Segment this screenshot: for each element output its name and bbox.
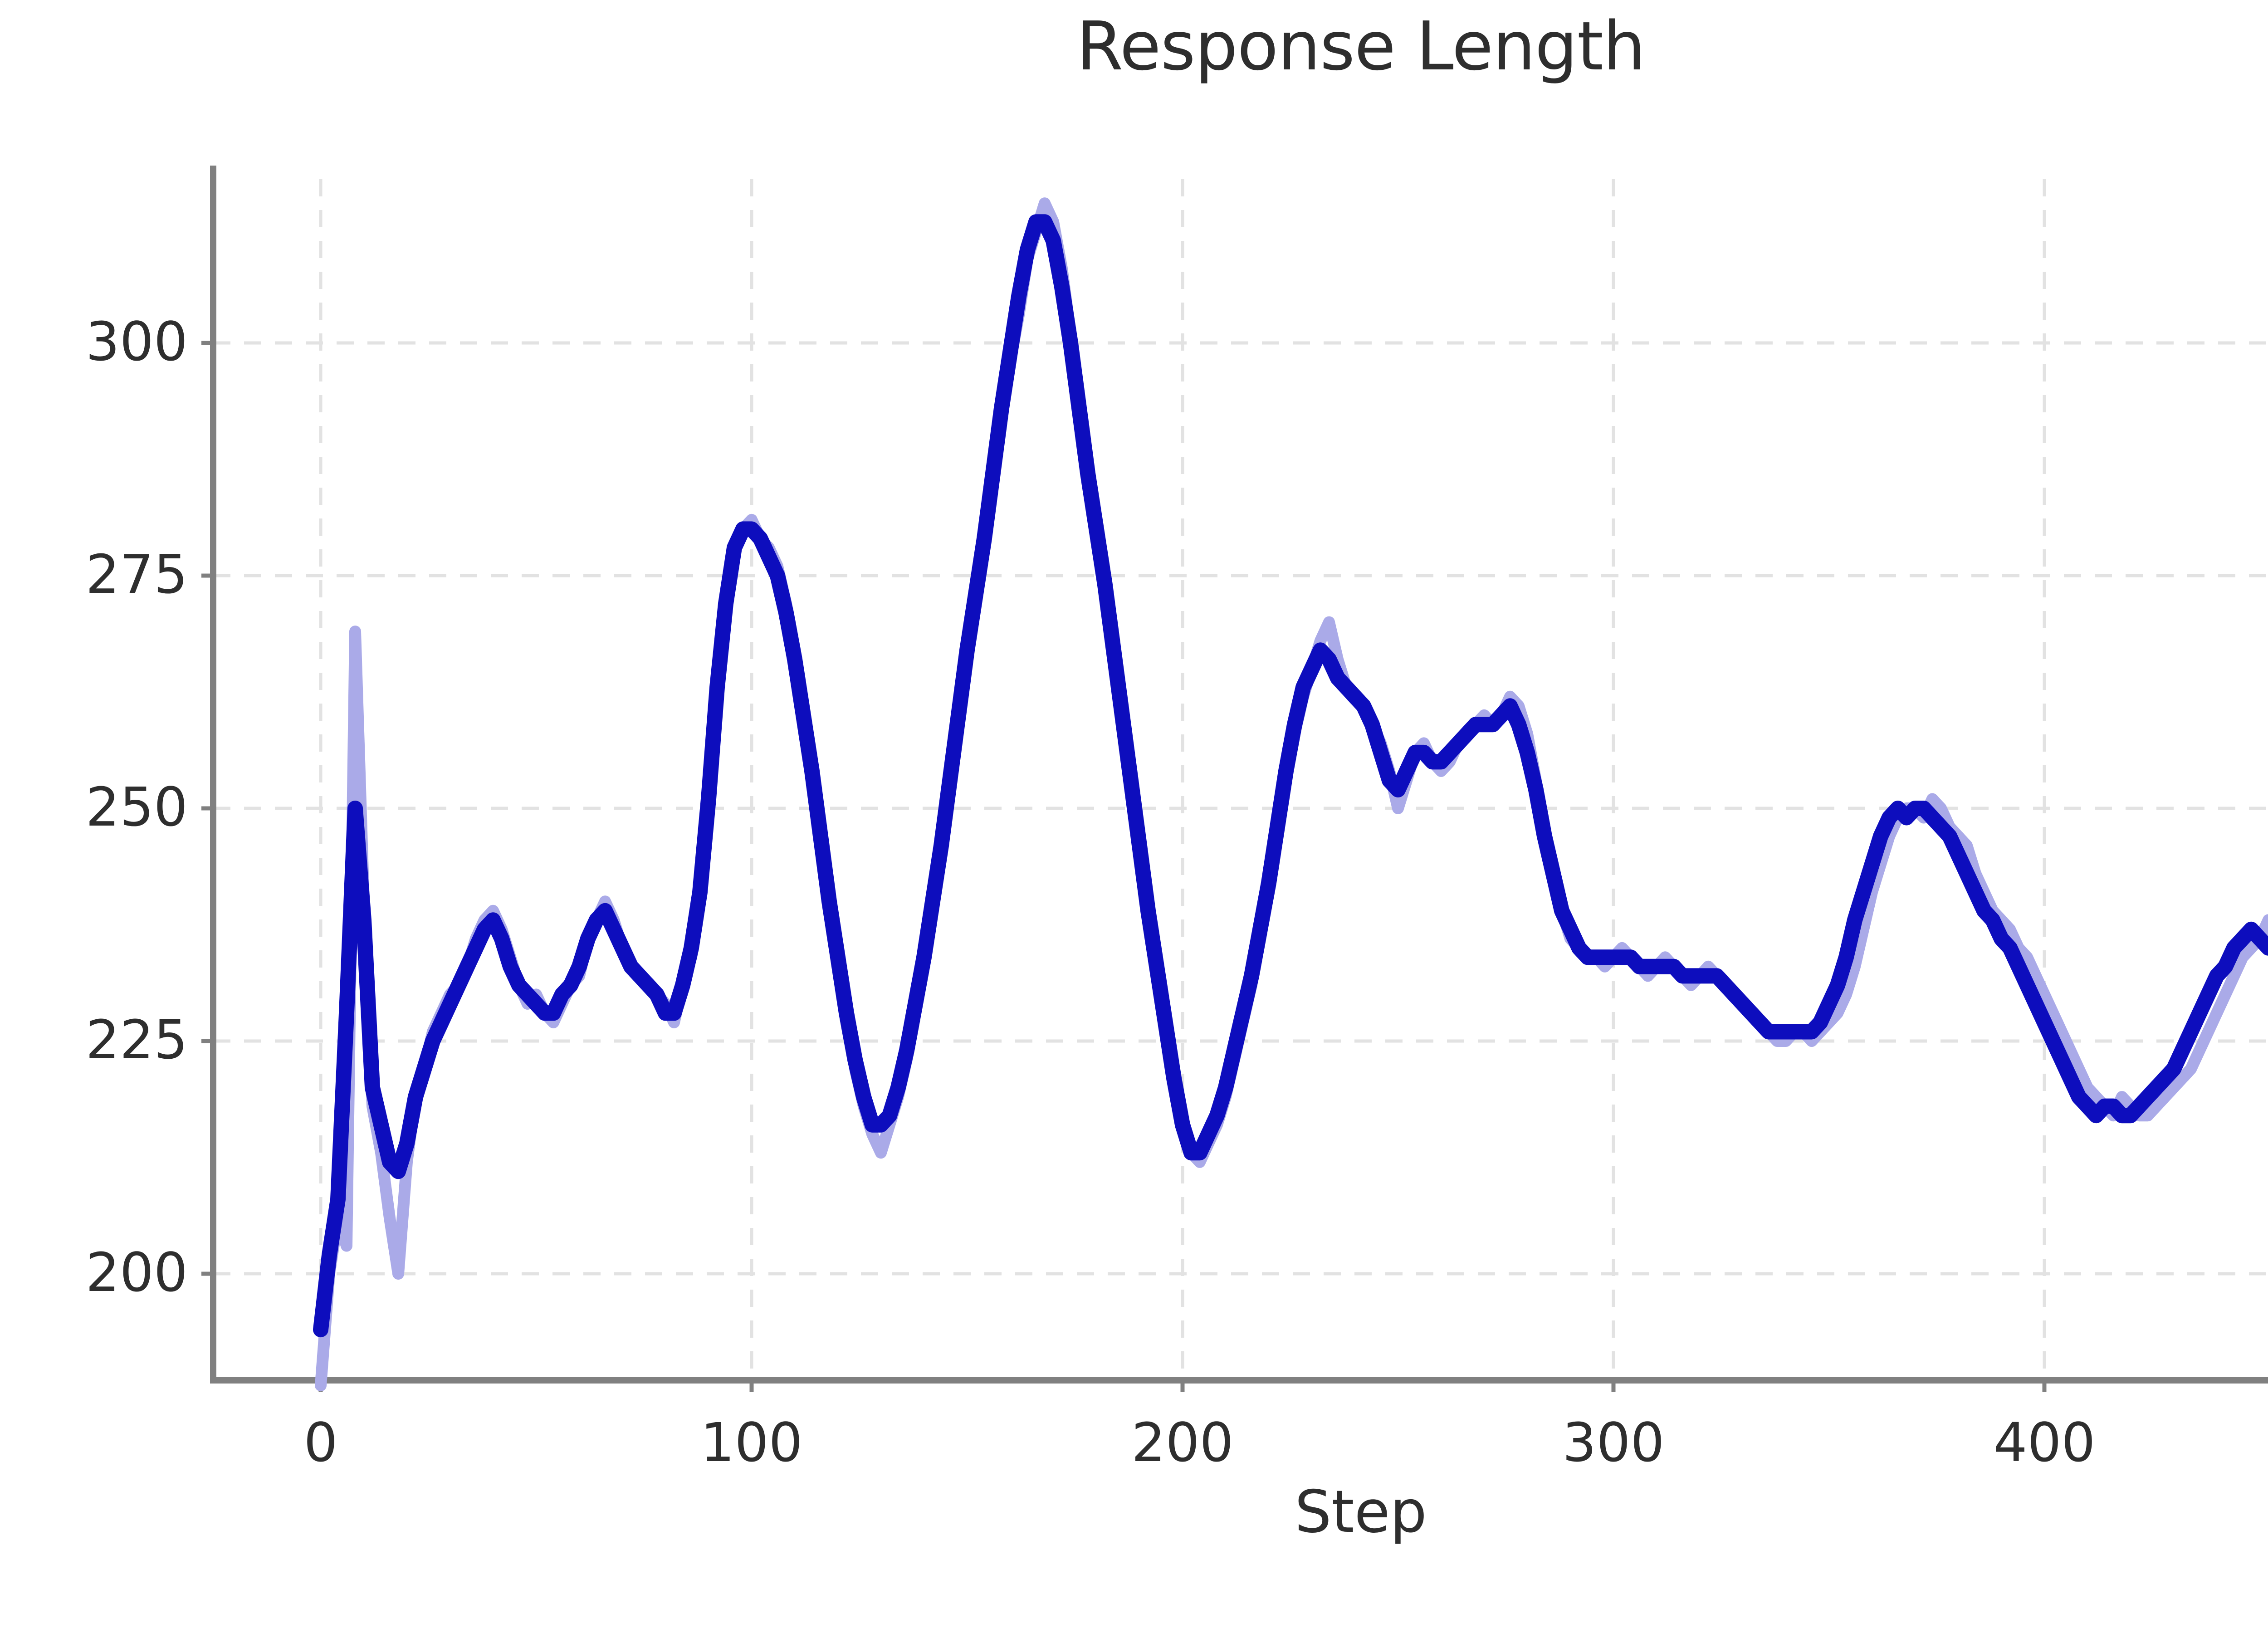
axis-spines [210, 166, 2268, 1384]
series-line-smoothed [313, 214, 2268, 1338]
y-tick-label: 275 [85, 543, 188, 606]
y-tick-label: 300 [85, 310, 188, 373]
page-title: Response Length [1076, 7, 1645, 85]
x-tick-label: 0 [303, 1411, 338, 1474]
gridlines [213, 179, 2268, 1380]
x-axis-title: Step [1295, 1478, 1427, 1546]
y-tick-label: 250 [85, 776, 188, 838]
x-tick-label: 400 [1993, 1411, 2096, 1474]
y-tick-label: 225 [85, 1008, 188, 1071]
x-tick-label: 100 [700, 1411, 803, 1474]
x-tick-label: 300 [1562, 1411, 1665, 1474]
data-series [313, 197, 2268, 1392]
y-tick-label: 200 [85, 1241, 188, 1304]
series-line-raw [315, 197, 2268, 1392]
x-tick-label: 200 [1131, 1411, 1234, 1474]
